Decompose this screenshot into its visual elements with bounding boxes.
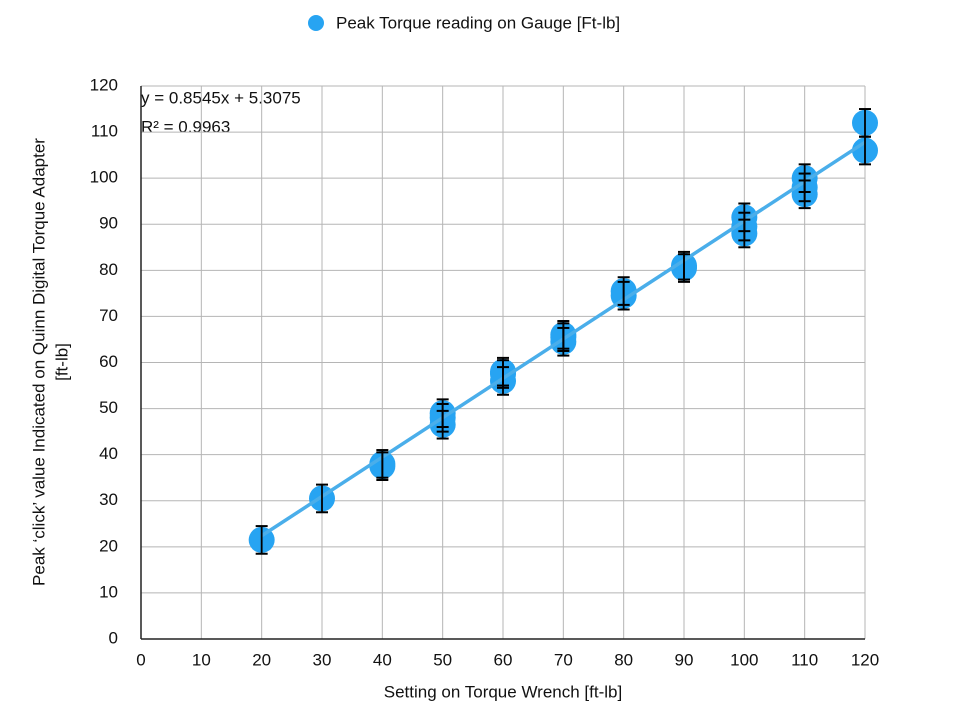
x-tick-label: 60 <box>494 650 513 669</box>
trend-r2: R² = 0.9963 <box>141 117 230 136</box>
y-tick-label: 20 <box>99 536 118 555</box>
y-tick-label: 10 <box>99 582 118 601</box>
error-bar <box>798 179 811 210</box>
y-tick-label: 60 <box>99 352 118 371</box>
error-bar <box>617 280 630 311</box>
error-bar <box>678 253 690 283</box>
x-tick-label: 50 <box>433 650 452 669</box>
x-tick-label: 0 <box>136 650 145 669</box>
error-bar <box>376 451 389 482</box>
y-tick-label: 70 <box>99 306 118 325</box>
y-axis-title: [ft-lb] <box>52 343 71 381</box>
error-bar <box>316 483 328 514</box>
error-bar <box>436 402 449 433</box>
legend-label: Peak Torque reading on Gauge [Ft-lb] <box>336 13 620 32</box>
y-tick-label: 110 <box>91 122 118 141</box>
x-axis-title: Setting on Torque Wrench [ft-lb] <box>384 682 622 701</box>
y-tick-label: 40 <box>99 444 118 463</box>
error-bar <box>255 525 268 555</box>
y-tick-label: 30 <box>99 490 118 509</box>
y-axis-title: Peak ‘click’ value Indicated on Quinn Di… <box>29 138 48 586</box>
error-bar <box>557 322 570 352</box>
x-tick-label: 10 <box>192 650 211 669</box>
y-tick-label: 100 <box>90 168 118 187</box>
x-tick-label: 80 <box>614 650 633 669</box>
error-bar <box>738 211 751 242</box>
y-tick-label: 120 <box>90 75 118 94</box>
x-tick-label: 100 <box>730 650 758 669</box>
y-tick-label: 50 <box>99 398 118 417</box>
error-bar <box>497 359 509 389</box>
x-tick-label: 110 <box>791 650 818 669</box>
x-tick-label: 120 <box>851 650 879 669</box>
y-tick-label: 80 <box>99 260 118 279</box>
x-tick-label: 30 <box>313 650 332 669</box>
trend-equation: y = 0.8545x + 5.3075 <box>141 88 301 107</box>
x-tick-label: 40 <box>373 650 392 669</box>
y-tick-label: 90 <box>99 214 118 233</box>
error-bar <box>859 135 871 166</box>
y-tick-label: 0 <box>109 628 118 647</box>
x-tick-label: 90 <box>675 650 694 669</box>
legend-marker <box>308 15 324 31</box>
x-tick-label: 70 <box>554 650 573 669</box>
x-tick-label: 20 <box>252 650 271 669</box>
